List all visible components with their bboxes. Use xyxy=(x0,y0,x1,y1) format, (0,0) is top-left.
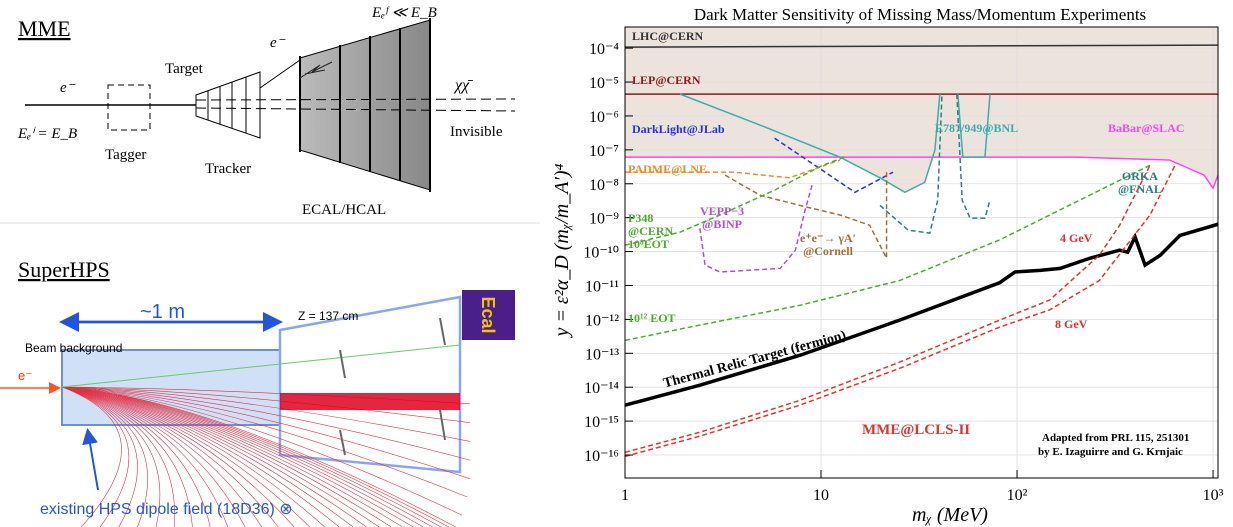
curve-label: LEP@CERN xyxy=(632,74,701,87)
label: Ecal xyxy=(478,296,498,333)
curve-label: 4 GeV xyxy=(1060,232,1092,245)
y-tick-label: 10⁻⁵ xyxy=(589,75,619,92)
label: Tracker xyxy=(205,161,251,177)
y-axis-label: y = ε²α_D (mᵪ/m_A′)⁴ xyxy=(551,164,573,339)
label: Tagger xyxy=(105,147,146,163)
label: Invisible xyxy=(450,124,503,140)
x-axis-label: mᵪ (MeV) xyxy=(912,504,988,526)
superhps-diagram: SuperHPS Ecal ~1 m Z = 137 cm Beam backg… xyxy=(0,257,515,527)
x-tick-label: 10² xyxy=(1007,487,1028,504)
curve-label: P348 @CERN 10⁸EOT xyxy=(628,212,673,251)
curve-label: E787/949@BNL xyxy=(935,122,1018,135)
curve-label: DarkLight@JLab xyxy=(632,123,725,136)
plot-area xyxy=(625,27,1218,478)
curve-label: e⁺e⁻→ γA′ @Cornell xyxy=(800,232,856,258)
label: e⁻ xyxy=(270,35,286,51)
annotation: MME@LCLS-II xyxy=(862,422,970,439)
curve-label: 10¹² EOT xyxy=(628,312,676,325)
y-tick-label: 10⁻¹⁴ xyxy=(584,380,619,397)
tagger-box xyxy=(108,85,150,130)
label: ECAL/HCAL xyxy=(302,202,386,218)
label: ~1 m xyxy=(140,301,185,323)
label: existing HPS dipole field (18D36) ⊗ xyxy=(40,501,293,518)
sensors xyxy=(340,318,445,455)
curve-label: VEPP−3 @BINP xyxy=(700,205,744,231)
label: e⁻ xyxy=(60,80,76,96)
curve-label: ORKA @FNAL xyxy=(1118,170,1162,196)
superhps-title: SuperHPS xyxy=(18,257,110,282)
detector-frame xyxy=(280,297,460,472)
label: Eₑᶠ ≪ E_B xyxy=(371,5,437,21)
page: MME Eₑᶠ ≪ E_B Target e⁻ e⁻ χχ̄ Eₑⁱ = E_B… xyxy=(0,0,1233,527)
y-tick-label: 10⁻⁶ xyxy=(589,109,619,126)
curve-label: LHC@CERN xyxy=(632,30,703,43)
mme-title: MME xyxy=(18,16,71,41)
electron-track xyxy=(260,60,300,88)
mme-diagram: MME Eₑᶠ ≪ E_B Target e⁻ e⁻ χχ̄ Eₑⁱ = E_B… xyxy=(17,5,515,218)
label: Z = 137 cm xyxy=(298,309,358,323)
y-tick-label: 10⁻¹² xyxy=(585,312,619,329)
y-tick-label: 10⁻⁴ xyxy=(589,41,619,58)
label: Beam background xyxy=(25,341,122,355)
chart-title: Dark Matter Sensitivity of Missing Mass/… xyxy=(694,5,1146,24)
annotation: Adapted from PRL 115, 251301 xyxy=(1042,432,1189,444)
label: Target xyxy=(165,61,204,77)
curve-label: 8 GeV xyxy=(1055,318,1087,331)
label: Eₑⁱ = E_B xyxy=(17,126,77,142)
y-tick-label: 10⁻⁷ xyxy=(589,143,619,160)
pointer-arrow xyxy=(88,432,98,490)
y-tick-label: 10⁻⁸ xyxy=(589,177,619,194)
annotation: by E. Izaguirre and G. Krnjaic xyxy=(1038,446,1183,458)
y-tick-label: 10⁻¹⁵ xyxy=(584,414,619,431)
y-tick-label: 10⁻¹⁶ xyxy=(584,448,619,465)
x-tick-label: 10 xyxy=(813,487,829,504)
label: e⁻ xyxy=(18,368,32,383)
curve-label: BaBar@SLAC xyxy=(1108,122,1185,135)
calorimeter xyxy=(300,20,430,190)
x-tick-label: 10³ xyxy=(1203,487,1224,504)
y-tick-label: 10⁻⁹ xyxy=(589,211,619,228)
y-tick-label: 10⁻¹³ xyxy=(585,346,619,363)
y-tick-label: 10⁻¹⁰ xyxy=(583,245,619,262)
curve-label: PADME@LNE xyxy=(628,163,707,176)
y-tick-label: 10⁻¹¹ xyxy=(585,278,619,295)
beam-band xyxy=(280,393,460,410)
tracker xyxy=(196,72,260,138)
x-tick-label: 1 xyxy=(621,487,629,504)
label: χχ̄ xyxy=(453,77,473,94)
